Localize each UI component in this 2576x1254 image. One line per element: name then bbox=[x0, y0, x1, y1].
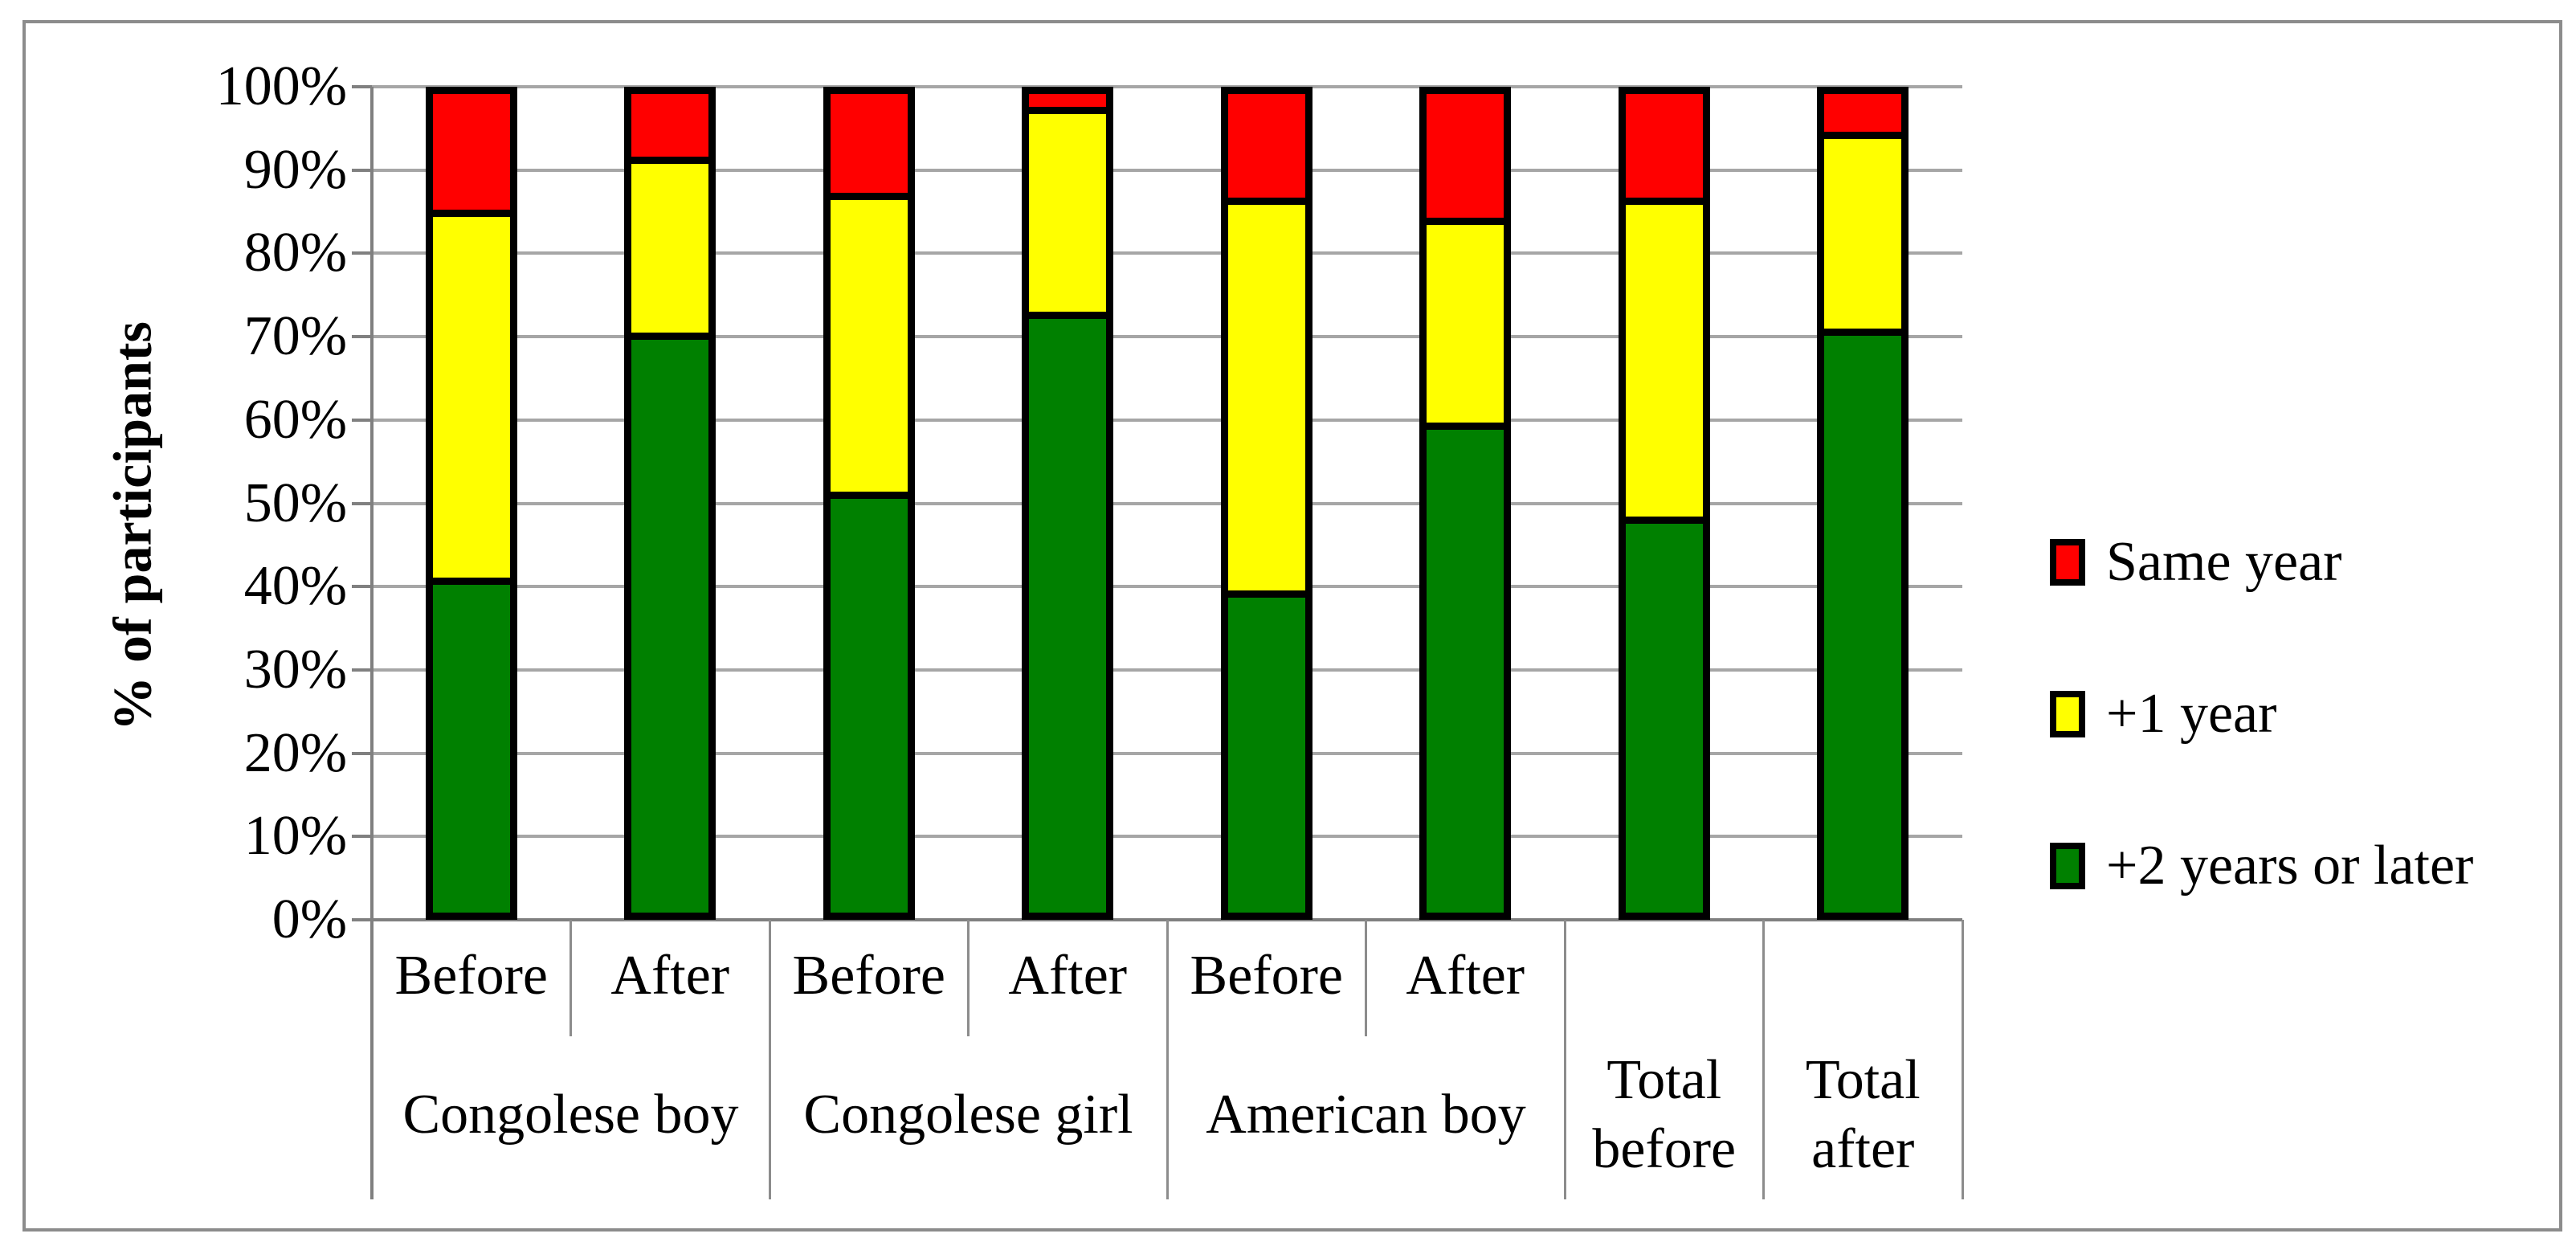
subcategory-separator bbox=[967, 920, 970, 1036]
y-tick bbox=[352, 85, 372, 88]
gridline-100% bbox=[372, 85, 1962, 88]
group-separator bbox=[1762, 920, 1765, 1199]
y-tick bbox=[352, 835, 372, 839]
segment-plus-1-year bbox=[432, 216, 510, 586]
gridline-90% bbox=[372, 168, 1962, 172]
legend-swatch bbox=[2050, 843, 2085, 889]
legend-swatch bbox=[2050, 691, 2085, 737]
segment-same-year bbox=[1824, 94, 1902, 140]
y-tick bbox=[352, 501, 372, 505]
stacked-bar-congolese-girl-after bbox=[1022, 87, 1114, 920]
x-label-after-3: After bbox=[1008, 945, 1128, 1007]
x-label-after-5: After bbox=[1406, 945, 1525, 1007]
segment-plus-1-year bbox=[1824, 139, 1902, 336]
group-separator-right-edge bbox=[1961, 920, 1964, 1199]
y-tick bbox=[352, 418, 372, 422]
gridline-20% bbox=[372, 751, 1962, 755]
y-tick bbox=[352, 585, 372, 589]
gridline-30% bbox=[372, 668, 1962, 672]
y-tick bbox=[352, 168, 372, 172]
y-tick-label: 10% bbox=[243, 805, 347, 868]
segment-plus-1-year bbox=[631, 163, 709, 340]
gridline-50% bbox=[372, 501, 1962, 505]
plot-area bbox=[372, 85, 1962, 921]
segment-same-year bbox=[432, 94, 510, 217]
group-label-total-after: Total after bbox=[1805, 1049, 1921, 1180]
stacked-bar-total-after bbox=[1817, 87, 1909, 920]
segment-same-year bbox=[1227, 94, 1305, 205]
y-tick bbox=[352, 251, 372, 255]
group-separator bbox=[768, 920, 771, 1199]
group-separator bbox=[1563, 920, 1566, 1199]
y-tick-label: 100% bbox=[215, 55, 347, 117]
legend-label: Same year bbox=[2106, 531, 2342, 593]
stacked-bar-congolese-girl-before bbox=[823, 87, 915, 920]
y-tick-label: 90% bbox=[243, 138, 347, 201]
y-tick bbox=[352, 918, 372, 921]
stacked-bar-american-boy-before bbox=[1220, 87, 1312, 920]
y-tick-label: 60% bbox=[243, 388, 347, 451]
segment-same-year bbox=[631, 94, 709, 164]
group-label-congolese-boy: Congolese boy bbox=[402, 1084, 739, 1146]
y-axis-line bbox=[370, 87, 374, 1199]
x-label-after-1: After bbox=[610, 945, 730, 1007]
group-separator bbox=[1166, 920, 1169, 1199]
y-tick-label: 40% bbox=[243, 555, 347, 618]
gridline-60% bbox=[372, 418, 1962, 422]
gridline-10% bbox=[372, 835, 1962, 839]
y-tick-label: 0% bbox=[271, 888, 347, 950]
y-tick-label: 50% bbox=[243, 472, 347, 534]
segment-plus-1-year bbox=[1227, 204, 1305, 598]
y-tick-label: 80% bbox=[243, 222, 347, 284]
segment-same-year bbox=[1029, 94, 1107, 115]
y-tick-label: 70% bbox=[243, 305, 347, 368]
group-label-american-boy: American boy bbox=[1206, 1084, 1526, 1146]
gridline-80% bbox=[372, 251, 1962, 255]
y-tick bbox=[352, 335, 372, 339]
segment-same-year bbox=[1625, 94, 1703, 205]
legend-label: +2 years or later bbox=[2106, 835, 2474, 897]
stacked-bar-congolese-boy-after bbox=[624, 87, 716, 920]
segment-plus-1-year bbox=[1427, 225, 1504, 430]
y-tick-label: 30% bbox=[243, 638, 347, 701]
subcategory-separator bbox=[1365, 920, 1367, 1036]
group-label-total-before: Total before bbox=[1592, 1049, 1737, 1180]
legend-swatch bbox=[2050, 539, 2085, 586]
legend-label: +1 year bbox=[2106, 683, 2277, 745]
y-tick bbox=[352, 751, 372, 755]
y-tick-label: 20% bbox=[243, 721, 347, 784]
stacked-bar-congolese-boy-before bbox=[425, 87, 517, 920]
gridline-70% bbox=[372, 335, 1962, 339]
subcategory-separator bbox=[569, 920, 572, 1036]
segment-same-year bbox=[830, 94, 908, 201]
x-label-before-0: Before bbox=[394, 945, 548, 1007]
segment-plus-1-year bbox=[1029, 114, 1107, 320]
y-tick bbox=[352, 668, 372, 672]
x-label-before-2: Before bbox=[792, 945, 945, 1007]
group-label-congolese-girl: Congolese girl bbox=[803, 1084, 1133, 1146]
stacked-bar-total-before bbox=[1618, 87, 1710, 920]
stacked-bar-american-boy-after bbox=[1419, 87, 1512, 920]
segment-plus-1-year bbox=[830, 200, 908, 500]
segment-plus-1-year bbox=[1625, 204, 1703, 524]
gridline-40% bbox=[372, 585, 1962, 589]
x-label-before-4: Before bbox=[1190, 945, 1343, 1007]
segment-same-year bbox=[1427, 94, 1504, 226]
